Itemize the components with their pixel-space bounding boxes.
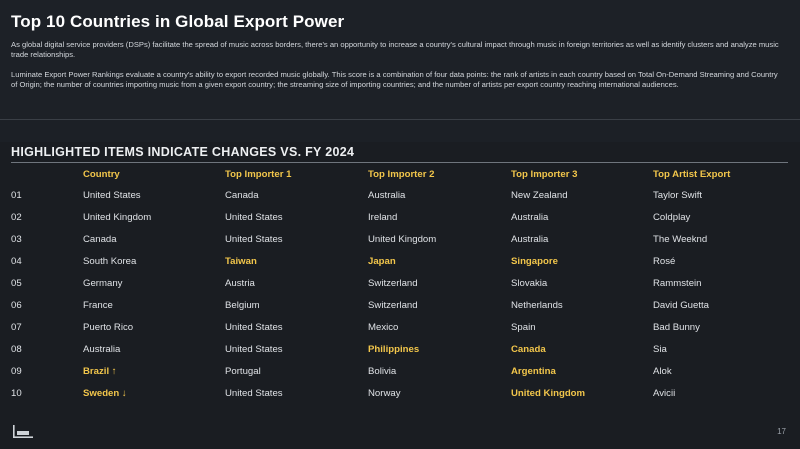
top-importer-3-cell: Slovakia [511, 277, 548, 289]
section-title: HIGHLIGHTED ITEMS INDICATE CHANGES VS. F… [11, 145, 355, 159]
rank-cell: 10 [11, 387, 22, 399]
table-row: 03 Canada United States United Kingdom Austr… [11, 228, 788, 250]
top-importer-2-cell: United Kingdom [368, 233, 437, 245]
table-row: 02 United Kingdom United States Ireland Aust… [11, 206, 788, 228]
table-body: 01 United States Canada Australia New Zealan… [11, 184, 788, 404]
table-row: 09 Brazil ↑ Portugal Bolivia Argentina Alok [11, 360, 788, 382]
top-artist-export-cell: Rosé [653, 255, 676, 267]
column-header-top-importer-3: Top Importer 3 [511, 168, 578, 180]
top-artist-export-cell: Alok [653, 365, 672, 377]
rank-cell: 09 [11, 365, 22, 377]
top-artist-export-cell: Avicii [653, 387, 676, 399]
top-importer-3-cell: Canada [511, 343, 546, 355]
rank-cell: 05 [11, 277, 22, 289]
top-importer-3-cell: Singapore [511, 255, 558, 267]
top-importer-2-cell: Switzerland [368, 277, 418, 289]
top-importer-1-cell: Portugal [225, 365, 261, 377]
rank-cell: 01 [11, 189, 22, 201]
top-importer-1-cell: Canada [225, 189, 259, 201]
section-separator [11, 162, 788, 163]
top-artist-export-cell: Taylor Swift [653, 189, 703, 201]
top-importer-3-cell: Australia [511, 233, 549, 245]
top-importer-2-cell: Mexico [368, 321, 399, 333]
section-band [0, 120, 800, 142]
column-header-top-importer-2: Top Importer 2 [368, 168, 435, 180]
table-header-row: Country Top Importer 1 Top Importer 2 To… [11, 164, 788, 184]
country-cell: Sweden ↓ [83, 387, 127, 399]
top-importer-3-cell: Netherlands [511, 299, 563, 311]
rank-header [11, 164, 83, 184]
rank-cell: 02 [11, 211, 22, 223]
country-cell: Canada [83, 233, 117, 245]
country-cell: United States [83, 189, 141, 201]
table-row: 07 Puerto Rico United States Mexico Spain Bad… [11, 316, 788, 338]
header-divider [0, 119, 800, 120]
column-header-top-artist-export: Top Artist Export [653, 168, 731, 180]
rank-cell: 08 [11, 343, 22, 355]
top-importer-2-cell: Philippines [368, 343, 420, 355]
top-artist-export-cell: Bad Bunny [653, 321, 700, 333]
page-title: Top 10 Countries in Global Export Power [11, 12, 345, 31]
country-cell: Germany [83, 277, 123, 289]
top-importer-3-cell: New Zealand [511, 189, 568, 201]
methodology-paragraph: Luminate Export Power Rankings evaluate … [11, 70, 778, 90]
top-importer-2-cell: Switzerland [368, 299, 418, 311]
country-cell: Puerto Rico [83, 321, 134, 333]
top-importer-2-cell: Norway [368, 387, 401, 399]
top-importer-3-cell: Argentina [511, 365, 556, 377]
top-importer-1-cell: Belgium [225, 299, 260, 311]
top-importer-1-cell: United States [225, 387, 283, 399]
top-artist-export-cell: The Weeknd [653, 233, 708, 245]
top-importer-1-cell: United States [225, 343, 283, 355]
table-row: 04 South Korea Taiwan Japan Singapore Rosé [11, 250, 788, 272]
top-importer-3-cell: United Kingdom [511, 387, 586, 399]
table-row: 05 Germany Austria Switzerland Slovakia Ramms… [11, 272, 788, 294]
top-importer-1-cell: United States [225, 211, 283, 223]
column-header-top-importer-1: Top Importer 1 [225, 168, 292, 180]
rank-cell: 07 [11, 321, 22, 333]
rank-cell: 03 [11, 233, 22, 245]
header-panel [0, 0, 800, 119]
top-importer-1-cell: United States [225, 233, 283, 245]
luminate-logo-icon [13, 425, 33, 438]
top-artist-export-cell: Rammstein [653, 277, 702, 289]
top-artist-export-cell: Sia [653, 343, 667, 355]
table-row: 06 France Belgium Switzerland Netherlands Dav… [11, 294, 788, 316]
column-header-country: Country [83, 168, 120, 180]
top-importer-1-cell: Austria [225, 277, 255, 289]
top-artist-export-cell: David Guetta [653, 299, 709, 311]
top-importer-1-cell: Taiwan [225, 255, 257, 267]
intro-paragraph: As global digital service providers (DSP… [11, 40, 779, 60]
country-cell: South Korea [83, 255, 137, 267]
top-importer-3-cell: Spain [511, 321, 536, 333]
rank-cell: 06 [11, 299, 22, 311]
top-importer-1-cell: United States [225, 321, 283, 333]
top-importer-2-cell: Japan [368, 255, 396, 267]
top-importer-2-cell: Ireland [368, 211, 398, 223]
export-power-table: Country Top Importer 1 Top Importer 2 To… [11, 164, 788, 404]
table-row: 01 United States Canada Australia New Zealan… [11, 184, 788, 206]
top-importer-2-cell: Bolivia [368, 365, 397, 377]
table-row: 10 Sweden ↓ United States Norway United King… [11, 382, 788, 404]
page-number: 17 [777, 427, 786, 436]
country-cell: United Kingdom [83, 211, 152, 223]
country-cell: Brazil ↑ [83, 365, 117, 377]
country-cell: France [83, 299, 113, 311]
rank-cell: 04 [11, 255, 22, 267]
table-row: 08 Australia United States Philippines Canad… [11, 338, 788, 360]
top-importer-3-cell: Australia [511, 211, 549, 223]
top-importer-2-cell: Australia [368, 189, 406, 201]
top-artist-export-cell: Coldplay [653, 211, 691, 223]
country-cell: Australia [83, 343, 121, 355]
